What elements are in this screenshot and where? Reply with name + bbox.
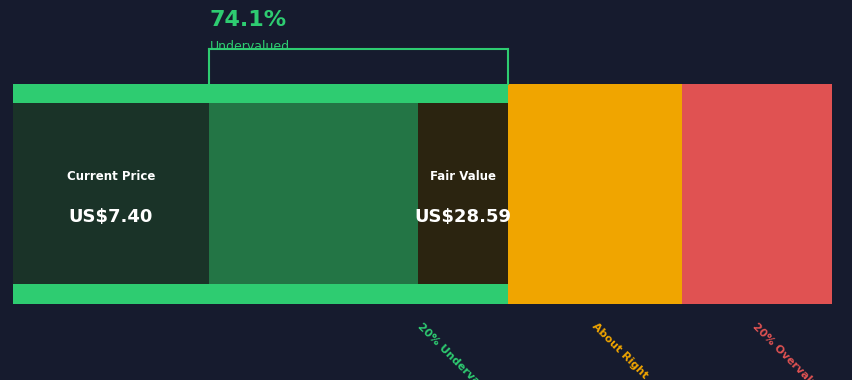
Bar	[682, 84, 831, 304]
Text: Current Price: Current Price	[66, 170, 155, 183]
Text: Fair Value: Fair Value	[429, 170, 495, 183]
Bar	[13, 84, 507, 304]
Text: Undervalued: Undervalued	[210, 40, 290, 53]
Bar	[507, 84, 682, 304]
Text: 20% Overvalued: 20% Overvalued	[750, 321, 828, 380]
Text: 74.1%: 74.1%	[210, 10, 286, 30]
Text: US$7.40: US$7.40	[69, 207, 153, 226]
Text: About Right: About Right	[590, 321, 649, 380]
Bar	[417, 103, 507, 284]
Bar	[13, 103, 209, 284]
Bar	[209, 103, 417, 284]
Text: US$28.59: US$28.59	[414, 207, 510, 226]
Text: 20% Undervalued: 20% Undervalued	[415, 321, 499, 380]
